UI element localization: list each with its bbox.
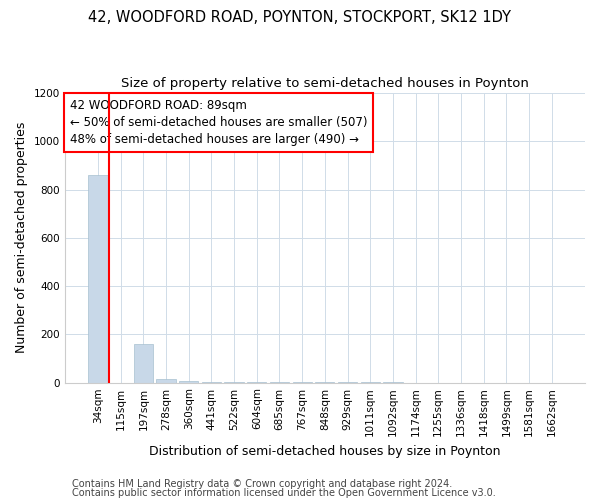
Text: Contains public sector information licensed under the Open Government Licence v3: Contains public sector information licen… <box>72 488 496 498</box>
Bar <box>179 380 199 382</box>
Text: Contains HM Land Registry data © Crown copyright and database right 2024.: Contains HM Land Registry data © Crown c… <box>72 479 452 489</box>
X-axis label: Distribution of semi-detached houses by size in Poynton: Distribution of semi-detached houses by … <box>149 444 500 458</box>
Bar <box>88 175 107 382</box>
Bar <box>134 344 153 383</box>
Text: 42, WOODFORD ROAD, POYNTON, STOCKPORT, SK12 1DY: 42, WOODFORD ROAD, POYNTON, STOCKPORT, S… <box>89 10 511 25</box>
Title: Size of property relative to semi-detached houses in Poynton: Size of property relative to semi-detach… <box>121 78 529 90</box>
Text: 42 WOODFORD ROAD: 89sqm
← 50% of semi-detached houses are smaller (507)
48% of s: 42 WOODFORD ROAD: 89sqm ← 50% of semi-de… <box>70 99 367 146</box>
Y-axis label: Number of semi-detached properties: Number of semi-detached properties <box>15 122 28 354</box>
Bar <box>157 379 176 382</box>
